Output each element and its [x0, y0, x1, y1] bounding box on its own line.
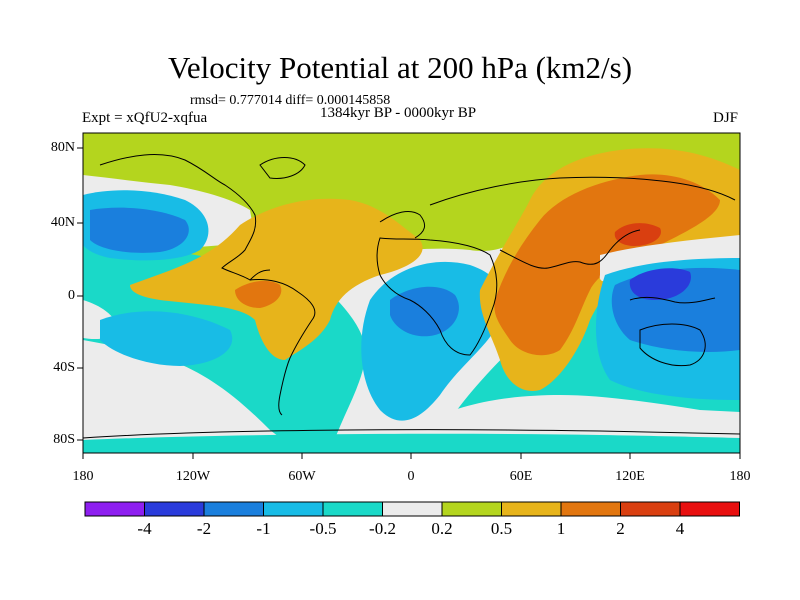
colorbar-label: -0.5 — [309, 519, 337, 538]
coastlines — [83, 154, 740, 439]
period-label: 1384kyr BP - 0000kyr BP — [320, 105, 477, 121]
lat-label-0: 0 — [68, 288, 75, 303]
coast-north-america — [99, 154, 271, 281]
coast-antarctica — [83, 429, 740, 439]
season-label: DJF — [713, 110, 739, 126]
colorbar-swatch-6 — [382, 501, 443, 517]
colorbar-swatch-9 — [560, 501, 621, 517]
colorbar-label: -2 — [196, 519, 212, 538]
colorbar-label: -1 — [256, 519, 271, 538]
lon-label-120e: 120E — [615, 469, 645, 484]
lon-label-180w: 180 — [72, 469, 94, 484]
contour-field — [83, 133, 740, 453]
contour-blue-pacific — [90, 207, 189, 253]
colorbar-swatch-8 — [501, 501, 562, 517]
colorbar-swatch-2 — [144, 501, 205, 517]
coast-australia — [639, 323, 706, 367]
contour-orange-amazon — [235, 280, 282, 308]
colorbar-swatch-4 — [263, 501, 324, 517]
contour-darkblue-indonesia — [629, 268, 691, 300]
lat-label-80s: 80S — [53, 432, 75, 447]
lon-label-60e: 60E — [509, 469, 533, 484]
colorbar-label: 1 — [556, 519, 566, 538]
colorbar-swatch-10 — [620, 501, 681, 517]
map-title: Velocity Potential at 200 hPa (km2/s) — [167, 50, 633, 85]
colorbar-label: -0.2 — [369, 519, 396, 538]
contour-teal-antarctic — [83, 433, 740, 453]
lon-label-180e: 180 — [729, 469, 751, 484]
axis-ticks — [77, 147, 741, 459]
coast-greenland — [259, 157, 306, 179]
lon-label-120w: 120W — [175, 469, 211, 484]
lat-label-80n: 80N — [50, 140, 75, 155]
colorbar — [84, 501, 740, 517]
lon-label-60w: 60W — [288, 469, 316, 484]
colorbar-label: 0.2 — [431, 519, 453, 538]
colorbar-label: 0.5 — [490, 519, 513, 538]
colorbar-swatch-3 — [203, 501, 264, 517]
lat-label-40s: 40S — [53, 360, 75, 375]
colorbar-swatch-7 — [441, 501, 502, 517]
lon-label-0: 0 — [407, 469, 415, 484]
colorbar-swatch-5 — [322, 501, 383, 517]
contour-yellow-americas — [130, 198, 423, 360]
colorbar-swatch-1 — [84, 501, 145, 517]
contour-red-japan — [614, 223, 661, 246]
stats-text: rmsd= 0.777014 diff= 0.000145858 — [190, 93, 391, 108]
contour-cyan-south-pacific — [100, 311, 233, 366]
coast-indonesia — [629, 296, 716, 304]
coast-africa — [376, 237, 498, 356]
colorbar-label: 4 — [675, 519, 685, 538]
experiment-label: Expt = xQfU2-xqfua — [82, 110, 208, 126]
lat-label-40n: 40N — [50, 215, 75, 230]
coast-europe — [379, 211, 426, 239]
colorbar-label: 2 — [616, 519, 625, 538]
colorbar-label: -4 — [137, 519, 152, 538]
coast-south-america — [249, 279, 316, 416]
contour-white-southwest — [83, 340, 300, 453]
coast-eurasia-north — [429, 176, 736, 206]
colorbar-swatch-11 — [679, 501, 740, 517]
coast-asia-south — [499, 229, 641, 269]
